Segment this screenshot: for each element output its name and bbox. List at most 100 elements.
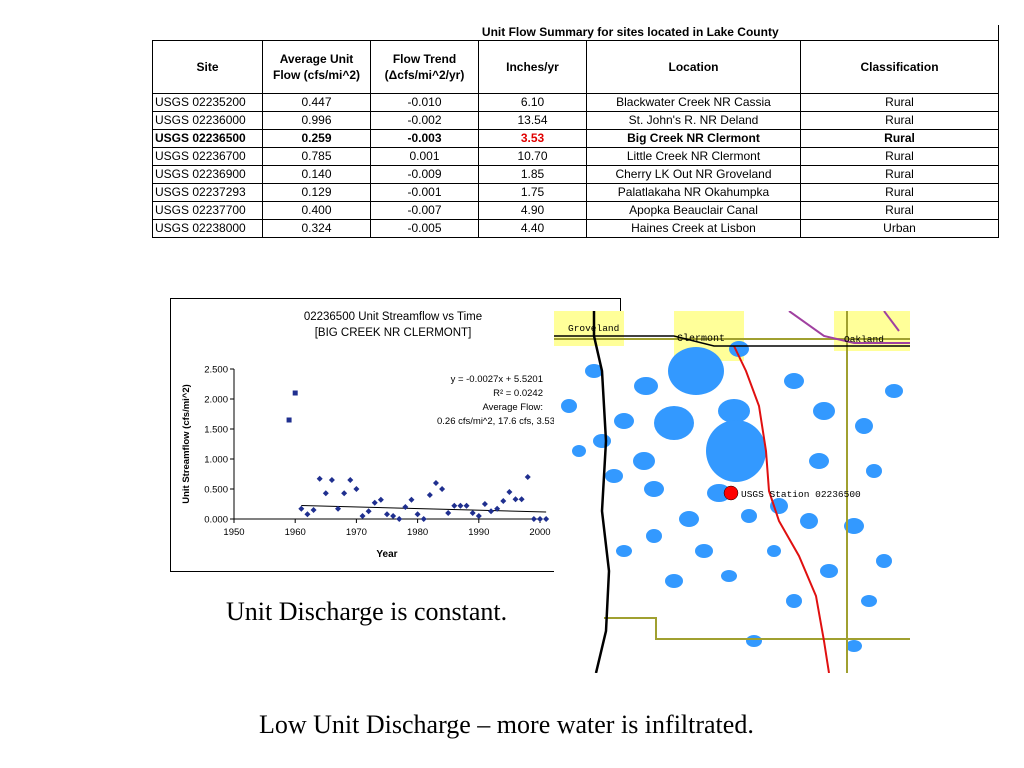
table-cell-location: St. John's R. NR Deland (586, 111, 801, 130)
table-cell-flow-trend: -0.005 (370, 219, 479, 238)
table-cell-flow-trend: -0.003 (370, 129, 479, 148)
table-cell-site: USGS 02236900 (152, 165, 263, 184)
data-point (322, 490, 329, 497)
column-header-site: Site (152, 40, 263, 94)
table-cell-flow-trend: -0.001 (370, 183, 479, 202)
data-point (457, 502, 464, 509)
table-row: USGS 02236000 0.996 -0.002 13.54 St. Joh… (152, 111, 1000, 130)
data-point (488, 508, 495, 515)
table-cell-site: USGS 02237700 (152, 201, 263, 220)
table-cell-classification: Rural (799, 165, 1000, 184)
y-tick-label: 2.000 (204, 395, 228, 406)
groveland-town-area (554, 311, 624, 346)
data-point (365, 508, 372, 515)
column-header-average-unit-flow: Average Unit Flow (cfs/mi^2) (262, 40, 371, 94)
table-cell-inches-per-year: 1.75 (478, 183, 587, 202)
table-cell-inches-per-year: 13.54 (478, 111, 587, 130)
table-cell-inches-per-year: 6.10 (478, 93, 587, 112)
data-point (316, 475, 323, 482)
data-point (506, 489, 513, 495)
table-cell-average-unit-flow: 0.785 (262, 147, 371, 166)
column-header-classification: Classification (799, 40, 1000, 94)
table-cell-location: Haines Creek at Lisbon (586, 219, 801, 238)
data-point (426, 492, 433, 498)
data-point (298, 505, 305, 512)
table-row: USGS 02236700 0.785 0.001 10.70 Little C… (152, 147, 1000, 166)
map-label-oakland: Oakland (844, 334, 884, 345)
table-cell-inches-per-year: 1.85 (478, 165, 587, 184)
table-row: USGS 02238000 0.324 -0.005 4.40 Haines C… (152, 219, 1000, 238)
y-axis-label: Unit Streamflow (cfs/mi^2) (181, 384, 192, 504)
table-cell-average-unit-flow: 0.129 (262, 183, 371, 202)
table-cell-flow-trend: 0.001 (370, 147, 479, 166)
unit-flow-summary-table: Unit Flow Summary for sites located in L… (152, 25, 1000, 238)
table-cell-average-unit-flow: 0.140 (262, 165, 371, 184)
table-cell-flow-trend: -0.010 (370, 93, 479, 112)
x-tick-label: 2000 (529, 527, 550, 538)
data-point (304, 511, 311, 518)
data-point (371, 499, 378, 506)
data-point (286, 417, 292, 423)
x-tick-labels: 1950 1960 1970 1980 1990 2000 (223, 519, 551, 538)
table-cell-flow-trend: -0.009 (370, 165, 479, 184)
table-cell-location: Little Creek NR Clermont (586, 147, 801, 166)
table-cell-inches-per-year: 10.70 (478, 147, 587, 166)
data-point (414, 511, 421, 518)
lakes (561, 341, 903, 652)
y-tick-labels: 0.000 0.500 1.000 1.500 2.000 2.500 (204, 365, 234, 526)
data-point (328, 477, 335, 483)
table-cell-site: USGS 02236500 (152, 129, 263, 148)
road-olive-south (604, 617, 910, 640)
table-cell-site: USGS 02236000 (152, 111, 263, 130)
average-flow-value: 0.26 cfs/mi^2, 17.6 cfs, 3.53 (437, 416, 555, 427)
r-squared-label: R² = 0.0242 (493, 388, 543, 399)
table-cell-classification: Urban (799, 219, 1000, 238)
data-point (384, 511, 390, 518)
data-point (500, 498, 507, 504)
chart-subtitle: [BIG CREEK NR CLERMONT] (315, 327, 472, 339)
data-point (432, 480, 439, 486)
data-point (396, 516, 403, 522)
table-row: USGS 02236900 0.140 -0.009 1.85 Cherry L… (152, 165, 1000, 184)
table-cell-site: USGS 02238000 (152, 219, 263, 238)
data-point (341, 490, 348, 497)
table-cell-classification: Rural (799, 129, 1000, 148)
data-point (390, 513, 397, 519)
table-title: Unit Flow Summary for sites located in L… (262, 25, 1000, 41)
county-line (592, 311, 611, 673)
map-label-clermont: Clermont (677, 333, 725, 345)
data-point (359, 513, 366, 519)
caption-unit-discharge-constant: Unit Discharge is constant. (226, 597, 508, 626)
data-point (347, 477, 354, 483)
data-point (481, 501, 488, 507)
x-tick-label: 1970 (346, 527, 367, 538)
table-cell-classification: Rural (799, 183, 1000, 202)
data-point (445, 510, 452, 516)
table-cell-site: USGS 02237293 (152, 183, 263, 202)
data-point (292, 390, 298, 396)
data-point (335, 505, 342, 512)
table-cell-site: USGS 02235200 (152, 93, 263, 112)
data-point (310, 507, 317, 513)
road-red-highway (733, 345, 830, 673)
chart-title: 02236500 Unit Streamflow vs Time (304, 311, 482, 323)
data-point (377, 496, 384, 503)
y-tick-label: 2.500 (204, 365, 228, 376)
data-point (469, 510, 476, 516)
table-row-highlighted: USGS 02236500 0.259 -0.003 3.53 Big Cree… (152, 129, 1000, 148)
table-cell-site: USGS 02236700 (152, 147, 263, 166)
x-tick-label: 1960 (285, 527, 306, 538)
road-purple (788, 311, 910, 344)
table-cell-location: Big Creek NR Clermont (586, 129, 801, 148)
x-axis-label: Year (376, 549, 397, 560)
trendline (301, 504, 547, 513)
data-point (475, 513, 482, 519)
x-tick-label: 1990 (468, 527, 489, 538)
table-cell-average-unit-flow: 0.996 (262, 111, 371, 130)
data-point (451, 502, 458, 509)
data-point (524, 474, 531, 480)
data-point (408, 496, 415, 503)
table-cell-inches-per-year: 4.40 (478, 219, 587, 238)
data-point (543, 516, 550, 522)
table-cell-inches-per-year: 3.53 (478, 129, 587, 148)
